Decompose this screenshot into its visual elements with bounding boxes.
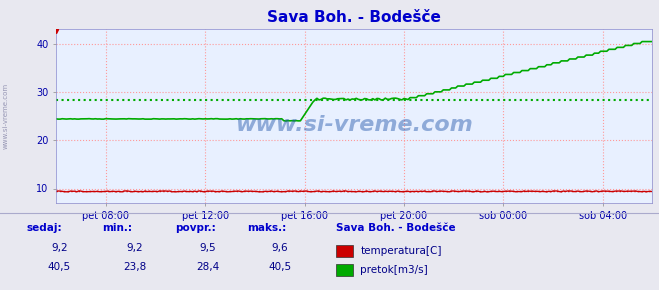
Text: 9,2: 9,2 xyxy=(127,243,144,253)
Text: 23,8: 23,8 xyxy=(123,262,147,272)
Text: min.:: min.: xyxy=(102,222,132,233)
Text: 9,2: 9,2 xyxy=(51,243,68,253)
Text: 9,6: 9,6 xyxy=(272,243,289,253)
Text: pretok[m3/s]: pretok[m3/s] xyxy=(360,265,428,275)
Text: sedaj:: sedaj: xyxy=(26,222,62,233)
Title: Sava Boh. - Bodešče: Sava Boh. - Bodešče xyxy=(268,10,441,25)
Text: 40,5: 40,5 xyxy=(268,262,292,272)
Text: 9,5: 9,5 xyxy=(199,243,216,253)
Text: maks.:: maks.: xyxy=(247,222,287,233)
Text: 40,5: 40,5 xyxy=(47,262,71,272)
Text: www.si-vreme.com: www.si-vreme.com xyxy=(2,83,9,149)
Text: Sava Boh. - Bodešče: Sava Boh. - Bodešče xyxy=(336,222,456,233)
Text: www.si-vreme.com: www.si-vreme.com xyxy=(235,115,473,135)
Text: temperatura[C]: temperatura[C] xyxy=(360,246,442,256)
Text: povpr.:: povpr.: xyxy=(175,222,215,233)
Text: 28,4: 28,4 xyxy=(196,262,219,272)
